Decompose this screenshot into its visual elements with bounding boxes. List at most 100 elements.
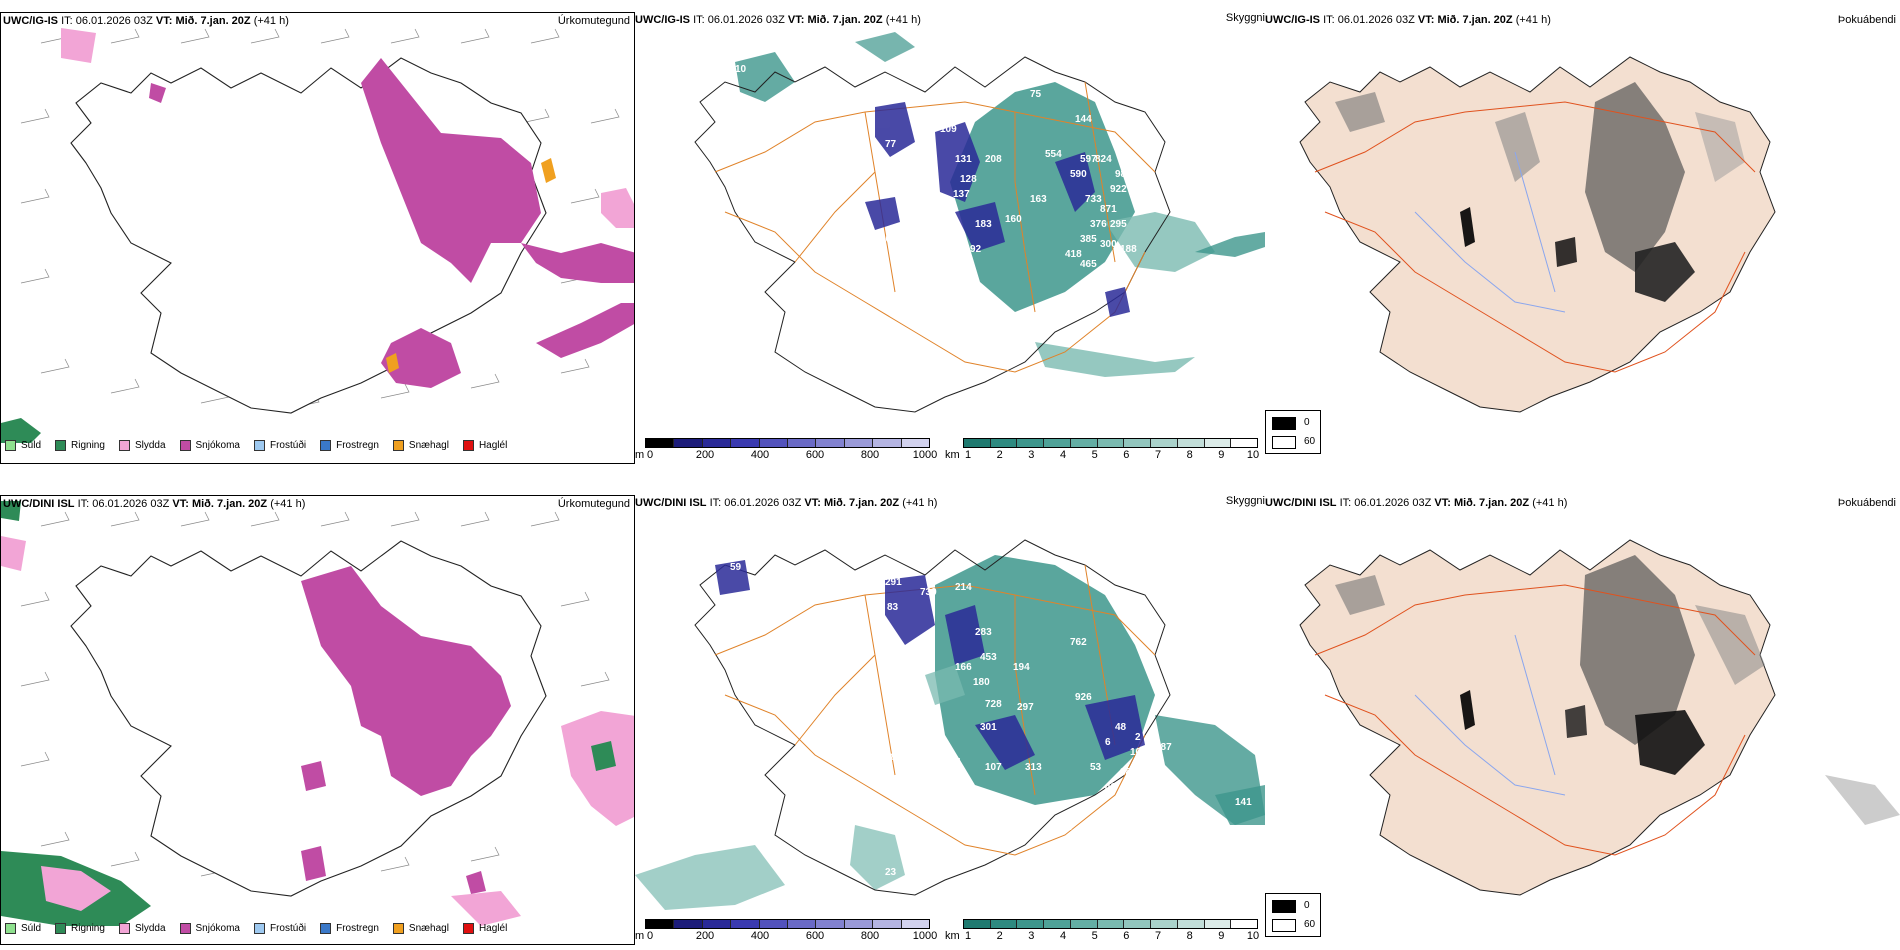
colorbar-segment: [702, 439, 732, 447]
legend-label: Frostúði: [269, 439, 307, 451]
colorbar-segment: [1097, 920, 1125, 928]
cloud-base-value: 300: [1100, 239, 1117, 250]
roads: [1314, 101, 1756, 373]
colorbar-tick-label: 2: [996, 449, 1003, 461]
legend-swatch: [55, 922, 67, 934]
panel-header: UWC/DINI ISL IT: 06.01.2026 03Z VT: Mið.…: [3, 498, 305, 510]
lead-time: (+41 h): [1515, 14, 1551, 26]
colorbar-tick-label: 1: [964, 930, 972, 942]
cloud-base-value: 183: [975, 219, 992, 230]
lead-time: (+41 h): [902, 497, 938, 509]
precip-type-panel-top: UWC/IG-IS IT: 06.01.2026 03Z VT: Mið. 7.…: [0, 12, 635, 464]
panel-title: Úrkomutegund: [557, 498, 630, 510]
legend-label: Slydda: [134, 439, 166, 451]
cloud-base-value: 56: [1145, 294, 1157, 305]
cloud-base-value: 166: [955, 662, 972, 673]
cloud-base-value: 194: [1013, 662, 1030, 673]
fog-legend: 0 60: [1265, 410, 1321, 454]
cloud-base-value: 121: [1090, 284, 1107, 295]
cloud-base-value: 453: [980, 652, 997, 663]
fog-label-bottom: 60: [1304, 919, 1316, 930]
cloud-base-value: 839: [1030, 807, 1047, 818]
colorbar-segment: [1070, 439, 1098, 447]
cloud-base-value: 2: [1135, 732, 1141, 743]
colorbar-tick-label: 5: [1091, 930, 1098, 942]
colorbar-segment: [1177, 439, 1205, 447]
cloud-base-value: 137: [953, 189, 970, 200]
colorbar-segment: [1070, 920, 1098, 928]
it-value: 06.01.2026 03Z: [92, 498, 170, 510]
precip-type-map-top: [1, 28, 634, 443]
legend-label: Rigning: [71, 439, 105, 451]
panel-header: UWC/DINI ISL IT: 06.01.2026 03Z VT: Mið.…: [1265, 497, 1567, 509]
legend-label: Snjókoma: [195, 439, 240, 451]
colorbar-tick-label: 0: [646, 449, 654, 461]
cloud-base-value: 385: [1080, 234, 1097, 245]
cloud-base-value: 418: [1065, 249, 1082, 260]
colorbar-segment: [1124, 439, 1152, 447]
colorbar-segment: [873, 920, 902, 928]
cloud-base-value: 208: [985, 154, 1002, 165]
legend-label: Snæhagl: [408, 922, 449, 934]
cloud-base-value: 871: [1100, 204, 1117, 215]
legend-item: Snæhagl: [392, 439, 449, 451]
cloud-base-value: 730: [920, 587, 937, 598]
legend-swatch: [462, 439, 474, 451]
legend-item: Súld: [5, 439, 41, 451]
legend-swatch: [55, 439, 67, 451]
colorbar-tick-label: 4: [1059, 449, 1067, 461]
cloud-base-value: 151: [945, 757, 962, 768]
iceland-outline: [70, 540, 547, 897]
model-name: UWC/DINI ISL: [635, 497, 707, 509]
fog-label-bottom: 60: [1304, 436, 1316, 447]
fog-legend: 0 60: [1265, 893, 1321, 937]
fog-shading: [1335, 555, 1900, 825]
cloud-base-value: 141: [1235, 797, 1252, 808]
legend-swatch: [392, 439, 404, 451]
colorbar-tick-label: 4: [1059, 930, 1067, 942]
panel-header: UWC/DINI ISL IT: 06.01.2026 03Z VT: Mið.…: [635, 497, 937, 509]
it-label: IT:: [1323, 14, 1335, 26]
cloud-base-value: 762: [1070, 637, 1087, 648]
cloud-base-colorbar: m 0 200 400 600 800 1000: [635, 919, 937, 943]
legend-swatch: [320, 922, 332, 934]
legend-item: Haglél: [462, 439, 507, 451]
fog-label-top: 0: [1304, 417, 1310, 428]
cloud-base-value: 597: [1080, 154, 1097, 165]
colorbar-unit: m: [635, 449, 645, 461]
vt-label: VT:: [1417, 14, 1435, 26]
colorbar-strip: [963, 919, 1258, 929]
colorbar-tick-label: 600: [805, 449, 825, 461]
panel-header: UWC/IG-IS IT: 06.01.2026 03Z VT: Mið. 7.…: [1265, 14, 1551, 26]
colorbar-segment: [674, 439, 703, 447]
cloud-base-value: 824: [1095, 154, 1112, 165]
cloud-base-value: 313: [1025, 762, 1042, 773]
cloud-base-value: 76: [860, 244, 872, 255]
it-value: 06.01.2026 03Z: [1337, 14, 1415, 26]
colorbar-segment: [844, 439, 874, 447]
colorbar-segment: [1231, 920, 1258, 928]
cloud-base-value: 10: [915, 745, 927, 756]
legend-item: Frostúði: [253, 439, 307, 451]
colorbar-segment: [1204, 920, 1232, 928]
legend-swatch: [118, 439, 130, 451]
legend-label: Frostregn: [336, 439, 379, 451]
cloud-base-value: 283: [975, 627, 992, 638]
colorbar-tick-label: 8: [1186, 930, 1193, 942]
fog-panel-top: UWC/IG-IS IT: 06.01.2026 03Z VT: Mið. 7.…: [1265, 12, 1900, 464]
cloud-base-value: 41: [1105, 782, 1117, 793]
cloud-base-value: 295: [1110, 219, 1127, 230]
fog-shading: [1335, 82, 1745, 302]
colorbar-segment: [873, 439, 902, 447]
it-value: 06.01.2026 03Z: [707, 14, 785, 26]
cloud-base-value: 80: [880, 234, 892, 245]
colorbar-tick-label: 1000: [912, 449, 938, 461]
model-name: UWC/DINI ISL: [3, 498, 75, 510]
cloud-base-value: 6: [1105, 737, 1111, 748]
it-value: 06.01.2026 03Z: [1354, 497, 1432, 509]
colorbar-segment: [759, 920, 789, 928]
legend-item: Frostúði: [253, 922, 306, 934]
legend-item: Slydda: [118, 922, 166, 934]
